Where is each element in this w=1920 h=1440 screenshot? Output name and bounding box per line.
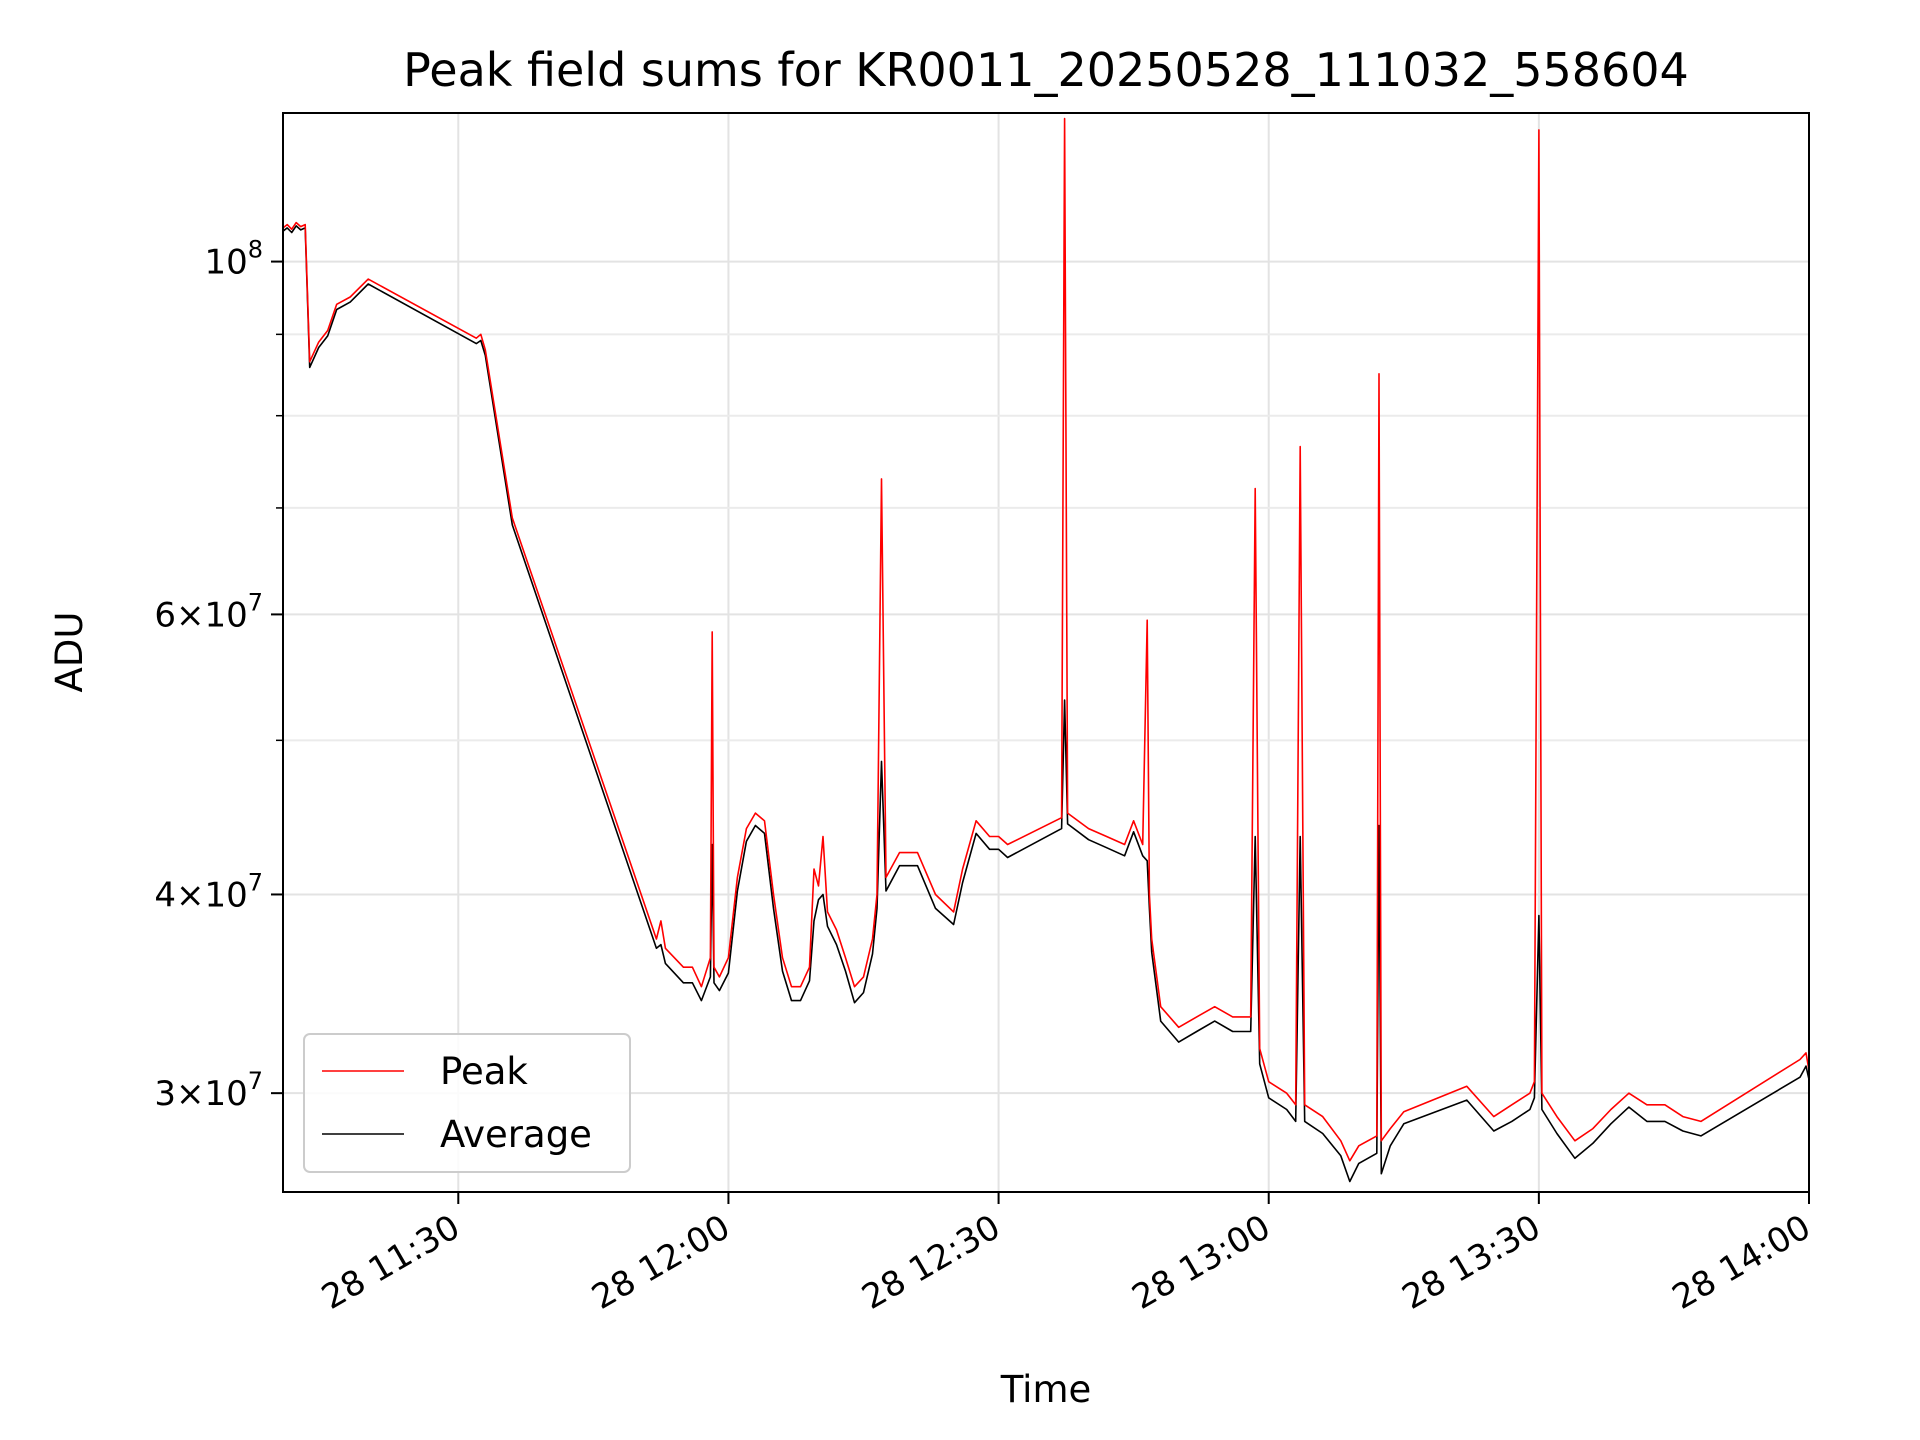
y-tick-exponent: 7 [248,1067,263,1095]
grid [283,113,1810,1192]
chart-title: Peak field sums for KR0011_20250528_1110… [403,43,1689,97]
y-tick-label: 4×107 [154,868,263,915]
legend-box [303,1033,631,1173]
y-tick-exponent: 7 [248,588,263,616]
series-layer [283,117,1809,1183]
series-line-average [283,225,1809,1183]
y-tick-label: 108 [204,236,263,283]
y-tick-exponent: 7 [248,868,263,896]
plot-frame [282,112,1810,1193]
y-tick-label: 6×107 [154,588,263,635]
y-tick-label: 3×107 [154,1067,263,1114]
legend-label-average: Average [440,1113,592,1156]
x-axis-label: Time [1000,1368,1092,1411]
y-tick-base: 4×10 [154,875,247,915]
legend-label-peak: Peak [440,1050,528,1093]
series-line-peak [283,117,1809,1162]
y-axis-label: ADU [48,612,91,693]
legend: Peak Average [303,1033,631,1173]
y-tick-base: 10 [204,243,247,283]
y-tick-exponent: 8 [248,236,263,264]
y-tick-base: 3×10 [154,1074,247,1114]
y-tick-base: 6×10 [154,595,247,635]
